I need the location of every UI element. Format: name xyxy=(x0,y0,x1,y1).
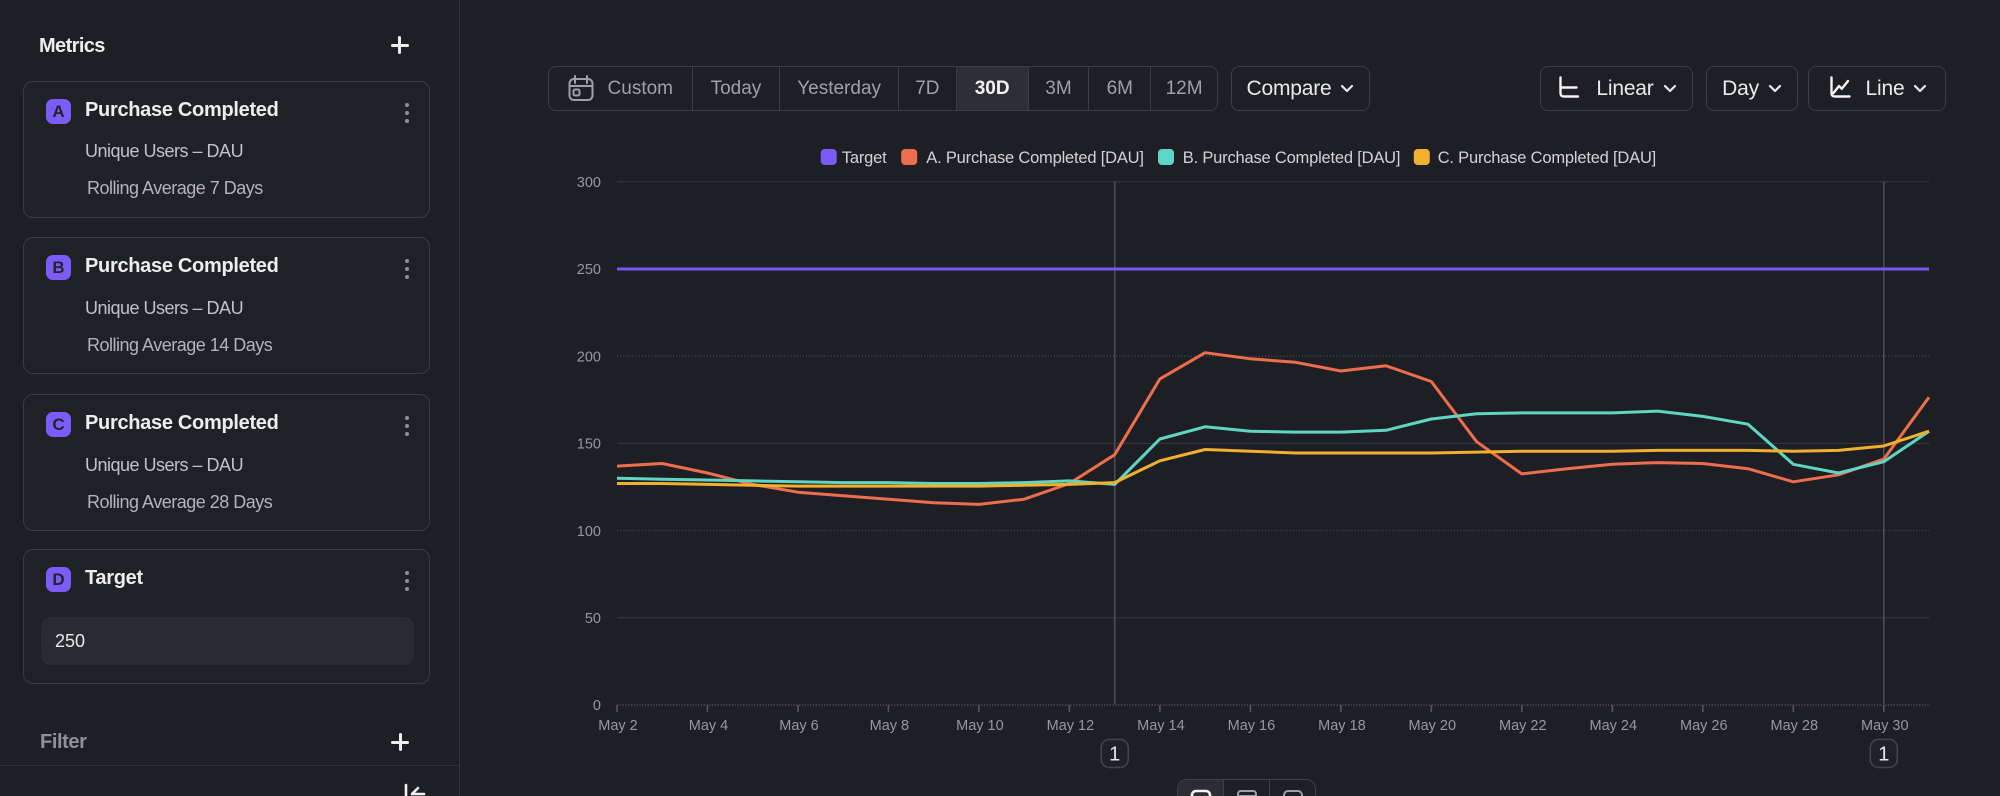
svg-text:May 4: May 4 xyxy=(689,718,729,734)
svg-text:May 18: May 18 xyxy=(1318,718,1366,734)
svg-text:May 24: May 24 xyxy=(1590,718,1638,734)
svg-text:May 12: May 12 xyxy=(1047,718,1095,734)
svg-text:May 22: May 22 xyxy=(1499,718,1547,734)
svg-text:May 10: May 10 xyxy=(956,718,1004,734)
svg-text:May 28: May 28 xyxy=(1771,718,1819,734)
svg-text:Target: Target xyxy=(842,149,887,167)
svg-text:100: 100 xyxy=(577,524,601,540)
svg-text:May 30: May 30 xyxy=(1861,718,1909,734)
svg-text:50: 50 xyxy=(585,611,601,627)
svg-text:1: 1 xyxy=(1878,744,1889,766)
svg-text:May 2: May 2 xyxy=(598,718,638,734)
svg-text:1: 1 xyxy=(1109,744,1120,766)
svg-text:A. Purchase Completed [DAU]: A. Purchase Completed [DAU] xyxy=(926,149,1143,167)
svg-text:150: 150 xyxy=(577,437,601,453)
svg-text:300: 300 xyxy=(577,175,601,191)
svg-text:0: 0 xyxy=(593,698,601,714)
svg-text:May 20: May 20 xyxy=(1409,718,1457,734)
svg-text:May 14: May 14 xyxy=(1137,718,1185,734)
svg-text:B. Purchase Completed [DAU]: B. Purchase Completed [DAU] xyxy=(1183,149,1400,167)
svg-text:C. Purchase Completed [DAU]: C. Purchase Completed [DAU] xyxy=(1438,149,1656,167)
svg-text:May 6: May 6 xyxy=(779,718,819,734)
svg-text:250: 250 xyxy=(577,262,601,278)
svg-text:May 8: May 8 xyxy=(870,718,910,734)
svg-text:May 16: May 16 xyxy=(1228,718,1276,734)
svg-text:200: 200 xyxy=(577,349,601,365)
svg-text:May 26: May 26 xyxy=(1680,718,1728,734)
